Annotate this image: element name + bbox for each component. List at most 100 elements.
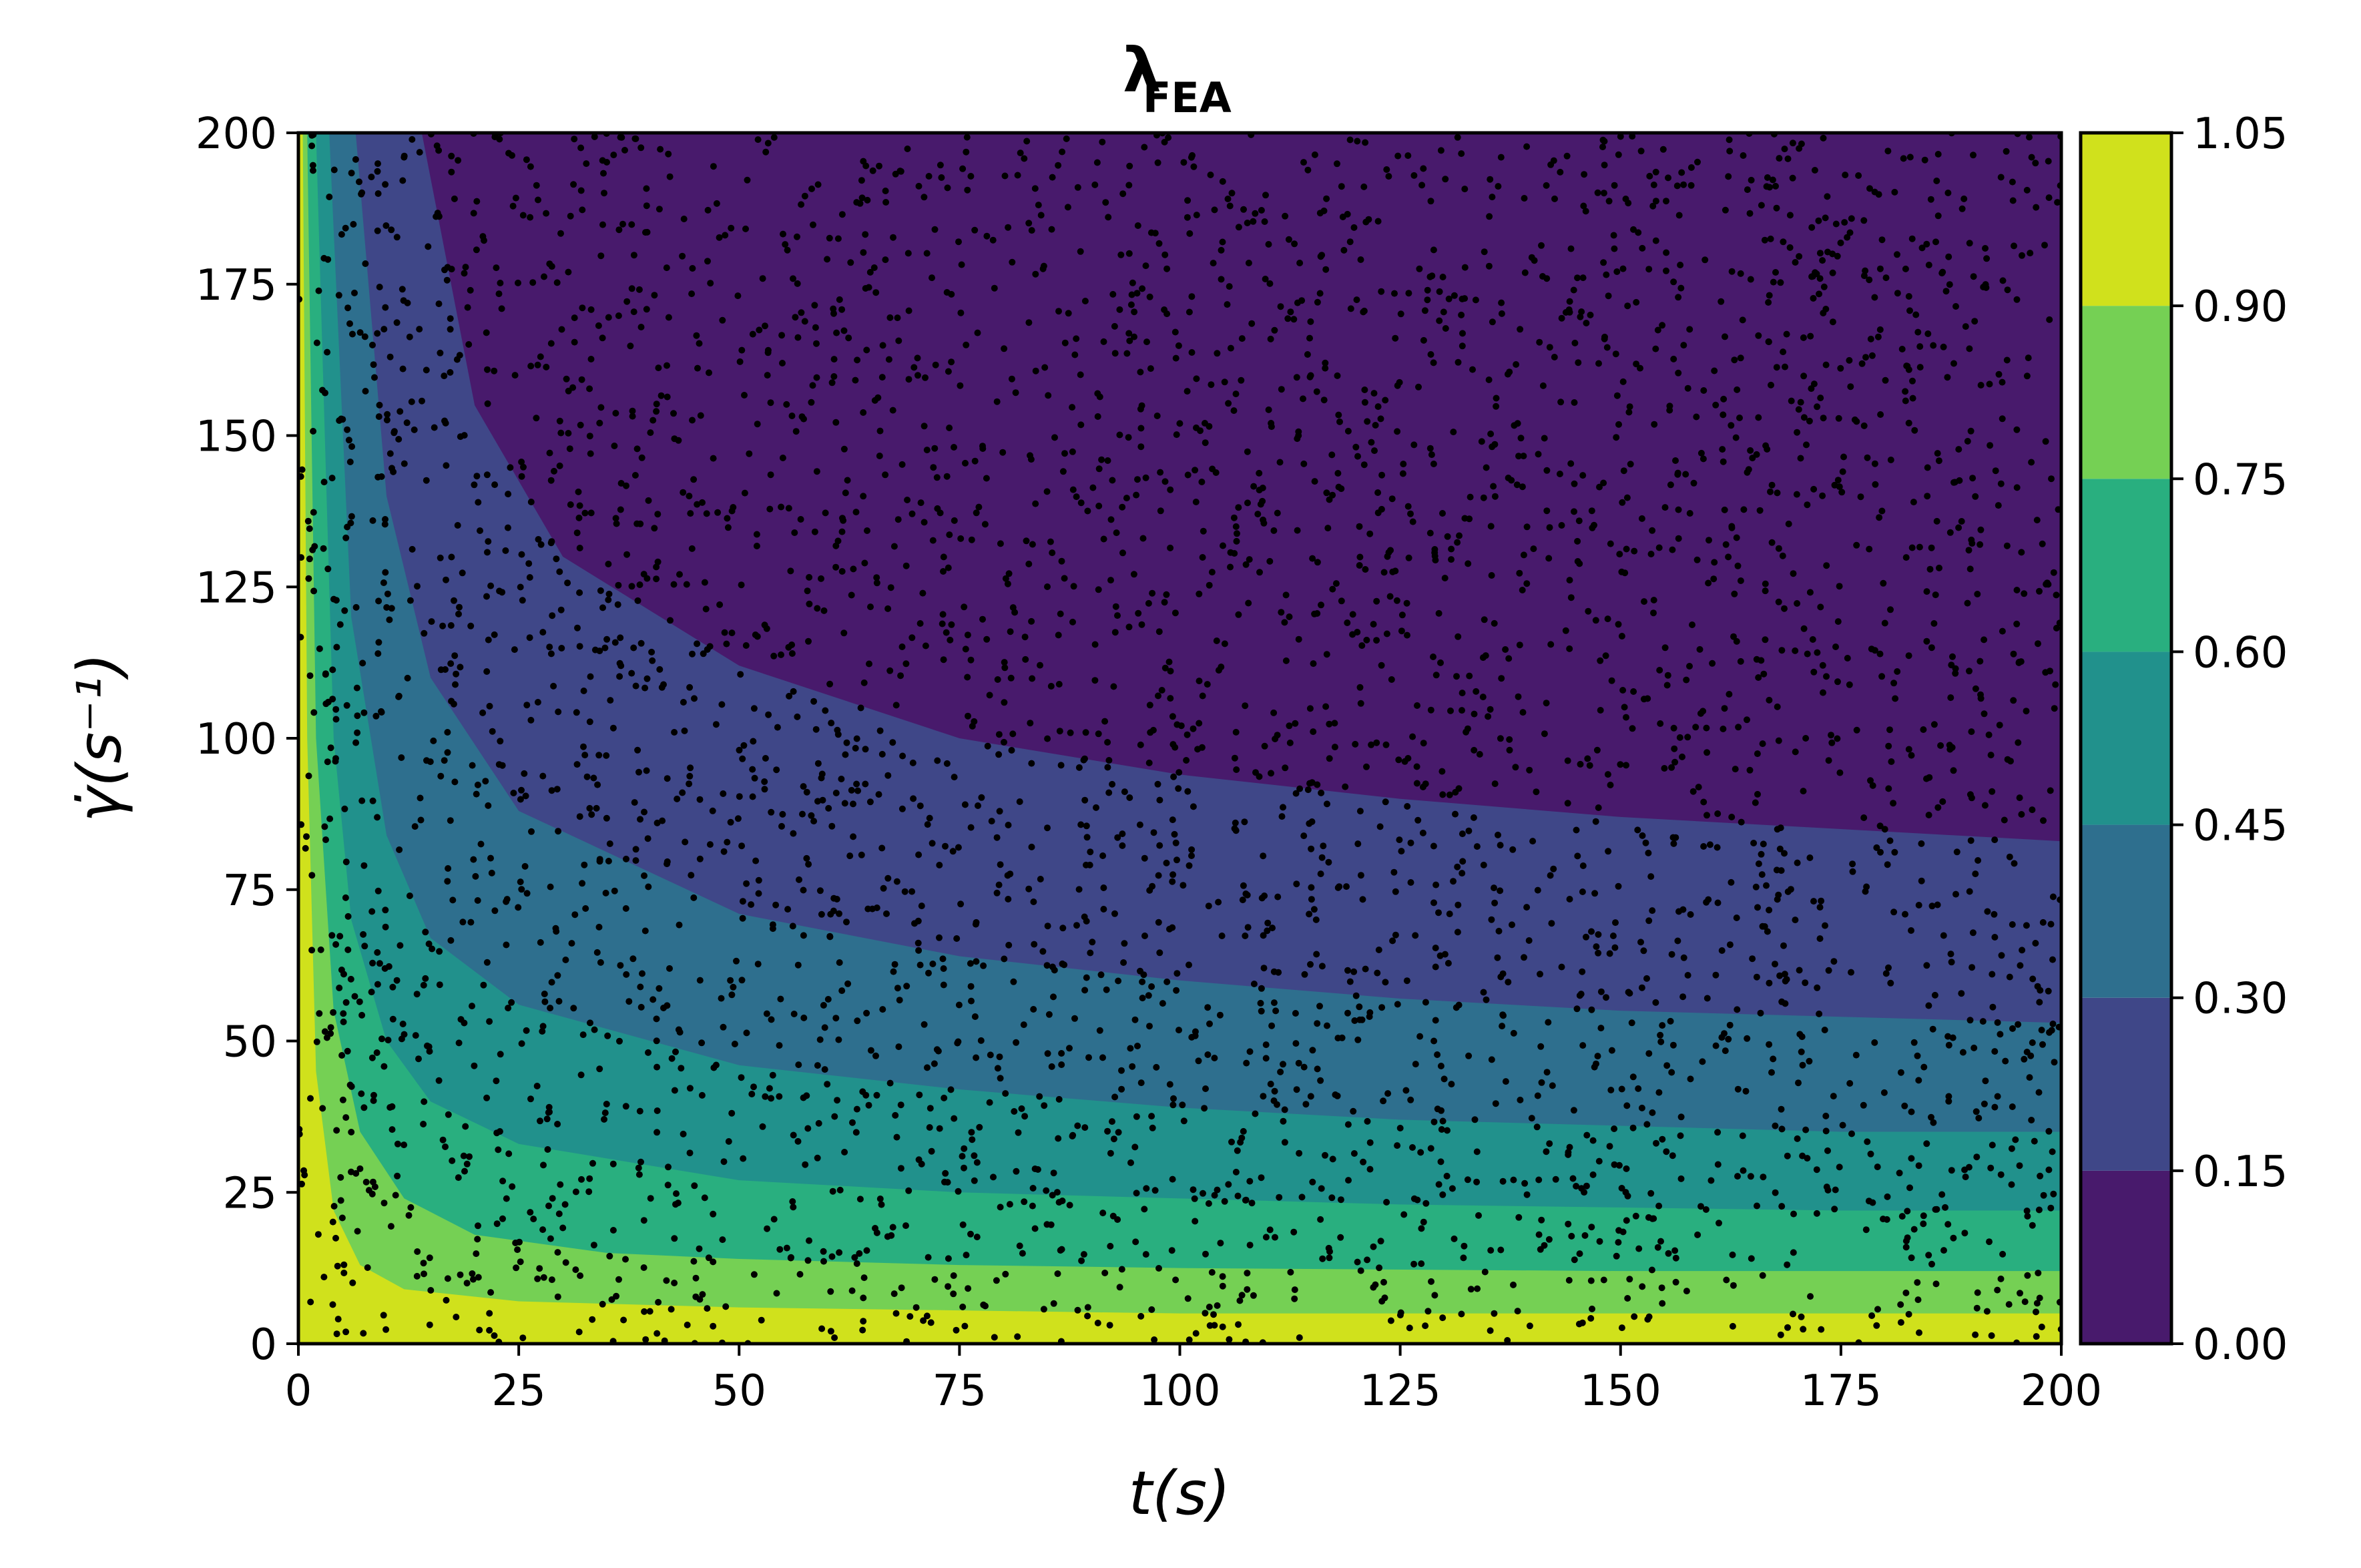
scatter-point	[1566, 896, 1573, 902]
scatter-point	[382, 923, 389, 931]
scatter-point	[1242, 890, 1250, 897]
scatter-point	[671, 435, 678, 443]
scatter-point	[1639, 244, 1646, 252]
scatter-point	[790, 688, 797, 695]
scatter-point	[1049, 174, 1056, 181]
scatter-point	[442, 1143, 449, 1150]
scatter-point	[434, 210, 441, 217]
scatter-point	[1796, 145, 1803, 152]
scatter-point	[971, 1013, 979, 1020]
scatter-point	[1564, 800, 1571, 807]
scatter-point	[509, 1183, 516, 1190]
scatter-point	[587, 1019, 593, 1027]
scatter-point	[1075, 764, 1083, 771]
scatter-point	[1133, 1190, 1140, 1197]
scatter-point	[562, 957, 569, 963]
scatter-point	[1615, 421, 1622, 428]
scatter-point	[370, 1097, 377, 1104]
scatter-point	[928, 1147, 935, 1155]
scatter-point	[1430, 1037, 1438, 1045]
scatter-point	[1458, 311, 1465, 318]
scatter-point	[1272, 1234, 1278, 1241]
scatter-point	[504, 524, 511, 531]
scatter-point	[335, 292, 342, 299]
scatter-point	[1659, 146, 1667, 153]
scatter-point	[1528, 254, 1535, 261]
scatter-point	[508, 999, 515, 1006]
scatter-point	[1270, 527, 1278, 534]
scatter-point	[653, 819, 661, 826]
scatter-point	[1790, 1210, 1797, 1218]
scatter-point	[493, 1129, 501, 1137]
scatter-point	[383, 417, 390, 424]
scatter-point	[886, 314, 894, 321]
scatter-point	[356, 329, 364, 336]
scatter-point	[628, 670, 635, 677]
scatter-point	[1204, 1051, 1212, 1058]
scatter-point	[2049, 893, 2057, 900]
scatter-point	[525, 560, 533, 567]
scatter-point	[1533, 788, 1540, 796]
scatter-point	[1032, 367, 1039, 374]
scatter-point	[1579, 1042, 1587, 1049]
scatter-point	[734, 815, 742, 822]
scatter-point	[1225, 1181, 1232, 1188]
scatter-point	[1617, 133, 1624, 140]
scatter-point	[401, 154, 408, 161]
scatter-point	[1931, 991, 1938, 999]
scatter-point	[1597, 707, 1604, 714]
scatter-point	[417, 794, 424, 802]
scatter-point	[1083, 834, 1091, 841]
scatter-point	[744, 176, 751, 184]
scatter-point	[720, 790, 727, 797]
scatter-point	[1151, 230, 1159, 237]
scatter-point	[738, 1074, 745, 1081]
scatter-point	[730, 504, 737, 511]
scatter-point	[1577, 991, 1585, 998]
scatter-point	[1438, 1107, 1445, 1114]
scatter-point	[1112, 603, 1119, 610]
scatter-point	[1904, 1234, 1911, 1242]
scatter-point	[1398, 848, 1405, 855]
scatter-point	[336, 621, 344, 628]
colorbar-frame	[2079, 131, 2173, 1346]
scatter-point	[491, 631, 498, 638]
scatter-point	[1932, 1206, 1939, 1213]
scatter-point	[577, 144, 585, 152]
scatter-point	[595, 322, 602, 329]
scatter-point	[1790, 1249, 1797, 1256]
scatter-point	[1394, 1142, 1401, 1149]
scatter-point	[1846, 681, 1853, 688]
scatter-point	[1424, 296, 1431, 304]
scatter-point	[1196, 720, 1203, 727]
scatter-point	[1114, 1216, 1121, 1223]
scatter-point	[632, 857, 639, 864]
scatter-point	[1923, 775, 1930, 782]
scatter-point	[491, 134, 499, 141]
scatter-point	[1669, 1041, 1677, 1049]
scatter-point	[1782, 977, 1789, 985]
scatter-point	[342, 1114, 350, 1121]
scatter-point	[1366, 530, 1374, 537]
scatter-point	[894, 516, 902, 523]
scatter-point	[1964, 599, 1971, 607]
scatter-point	[1258, 894, 1266, 902]
scatter-point	[1173, 970, 1181, 977]
scatter-point	[324, 256, 332, 263]
scatter-point	[1252, 1110, 1259, 1117]
scatter-point	[527, 716, 535, 724]
scatter-point	[794, 334, 802, 341]
scatter-point	[1397, 1309, 1404, 1316]
scatter-point	[1145, 599, 1152, 607]
scatter-point	[1657, 1238, 1664, 1245]
scatter-point	[1915, 1162, 1922, 1169]
scatter-point	[330, 1203, 338, 1210]
scatter-point	[1221, 378, 1228, 386]
scatter-point	[435, 1077, 443, 1084]
x-tick-label: 25	[491, 1366, 545, 1416]
scatter-point	[788, 413, 796, 419]
scatter-point	[1740, 152, 1747, 159]
scatter-point	[1725, 553, 1732, 561]
scatter-point	[1726, 1021, 1734, 1029]
scatter-point	[813, 340, 820, 347]
